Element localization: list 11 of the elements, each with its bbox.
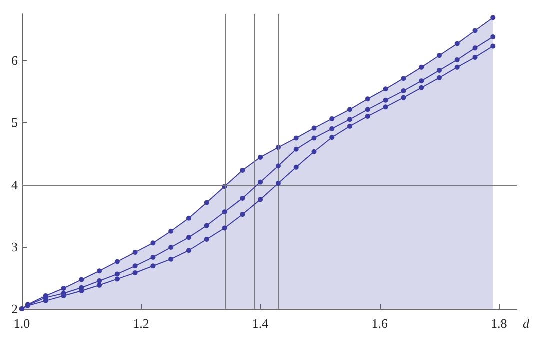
y-tick-label: 3	[12, 239, 18, 254]
y-tick-label: 6	[12, 53, 18, 68]
y-tick-label: 4	[12, 177, 18, 192]
y-tick-label: 5	[12, 115, 18, 130]
y-tick-label: 2	[12, 302, 18, 316]
x-tick-label: 1.8	[490, 316, 508, 331]
x-tick-label: 1.6	[372, 316, 388, 331]
x-axis-title: d	[523, 316, 530, 331]
x-tick-label: 1.0	[14, 316, 30, 331]
x-tick-label: 1.2	[133, 316, 150, 331]
x-tick-label: 1.4	[252, 316, 270, 331]
